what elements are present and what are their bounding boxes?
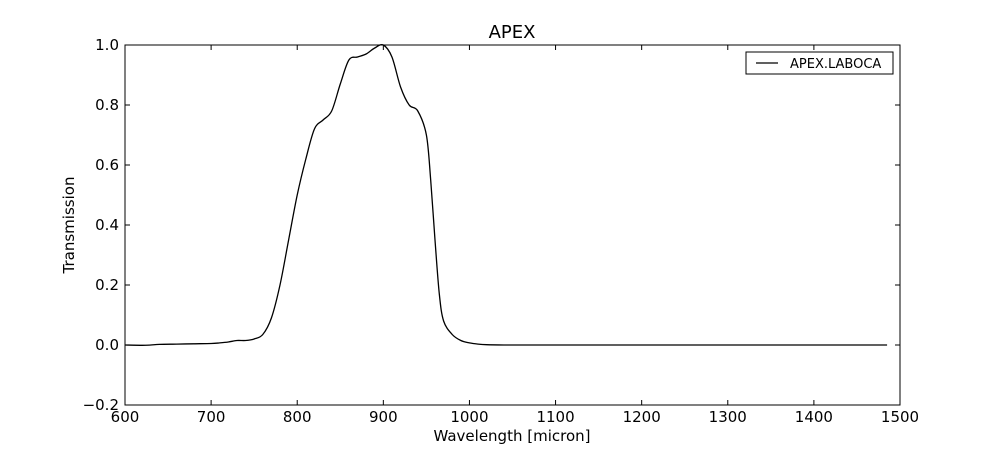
x-tick-label: 600 [111, 408, 140, 426]
x-tick-label: 1200 [623, 408, 661, 426]
x-tick-label: 1500 [881, 408, 919, 426]
y-tick-label: 0.2 [95, 276, 119, 294]
x-tick-label: 800 [283, 408, 312, 426]
y-tick-label: 0.0 [95, 336, 119, 354]
y-tick-label: 0.6 [95, 156, 119, 174]
y-tick-label: −0.2 [83, 396, 119, 414]
y-tick-label: 0.8 [95, 96, 119, 114]
x-tick-label: 1000 [450, 408, 488, 426]
y-tick-label: 1.0 [95, 36, 119, 54]
series-line-0 [124, 43, 888, 346]
x-tick-label: 1100 [536, 408, 574, 426]
chart-title: APEX [489, 22, 536, 43]
x-axis: 600 700 800 900 1000 1100 1200 1300 1400 1500 [111, 45, 919, 426]
y-tick-label: 0.4 [95, 216, 119, 234]
legend-box [745, 51, 894, 75]
series-layer [124, 43, 888, 346]
legend-label: APEX.LABOCA [790, 57, 881, 72]
legend: APEX.LABOCA [745, 51, 894, 75]
y-axis-label: Transmission [60, 177, 78, 275]
y-axis: −0.2 0.0 0.2 0.4 0.6 0.8 1.0 [83, 36, 900, 414]
x-axis-label: Wavelength [micron] [433, 427, 590, 445]
x-tick-label: 700 [197, 408, 226, 426]
x-tick-label: 1300 [709, 408, 747, 426]
x-tick-label: 1400 [795, 408, 833, 426]
x-tick-label: 900 [369, 408, 398, 426]
